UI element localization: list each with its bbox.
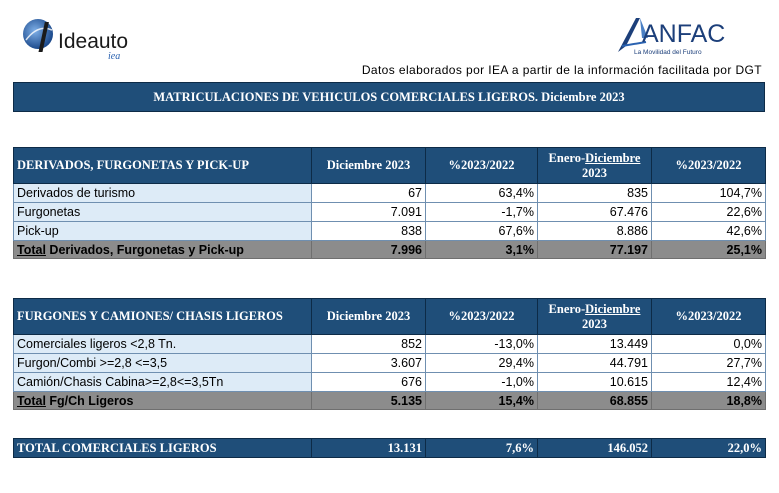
total-pct-ytd: 25,1% xyxy=(651,240,766,259)
row-month: 676 xyxy=(311,372,426,392)
table-row: Furgonetas 7.091 -1,7% 67.476 22,6% xyxy=(13,202,766,222)
grand-total-table: TOTAL COMERCIALES LIGEROS 13.131 7,6% 14… xyxy=(13,438,766,458)
row-ytd: 8.886 xyxy=(537,221,652,241)
row-month: 838 xyxy=(311,221,426,241)
col-ytd: Enero-Diciembre 2023 xyxy=(537,147,652,184)
row-ytd: 835 xyxy=(537,183,652,203)
section1-heading: DERIVADOS, FURGONETAS Y PICK-UP xyxy=(13,147,312,184)
row-month: 67 xyxy=(311,183,426,203)
left-logo-text: Ideauto xyxy=(58,30,128,53)
grand-total-pct-month: 7,6% xyxy=(425,438,538,458)
row-pct-ytd: 27,7% xyxy=(651,353,766,373)
row-pct-ytd: 22,6% xyxy=(651,202,766,222)
total-label: Total Fg/Ch Ligeros xyxy=(13,391,312,410)
row-ytd: 67.476 xyxy=(537,202,652,222)
table-row: Derivados de turismo 67 63,4% 835 104,7% xyxy=(13,183,766,203)
row-ytd: 13.449 xyxy=(537,334,652,354)
grand-total-label: TOTAL COMERCIALES LIGEROS xyxy=(13,438,312,458)
row-pct-month: 29,4% xyxy=(425,353,538,373)
row-pct-month: 67,6% xyxy=(425,221,538,241)
row-label: Furgonetas xyxy=(13,202,312,222)
total-ytd: 77.197 xyxy=(537,240,652,259)
row-month: 852 xyxy=(311,334,426,354)
total-month: 7.996 xyxy=(311,240,426,259)
table-row: Furgon/Combi >=2,8 <=3,5 3.607 29,4% 44.… xyxy=(13,353,766,373)
col-pct-ytd: %2023/2022 xyxy=(651,147,766,184)
total-label: Total Derivados, Furgonetas y Pick-up xyxy=(13,240,312,259)
table-row: Comerciales ligeros <2,8 Tn. 852 -13,0% … xyxy=(13,334,766,354)
right-logo-tagline: La Movilidad del Futuro xyxy=(634,49,702,56)
col-pct-month: %2023/2022 xyxy=(425,147,538,184)
row-month: 7.091 xyxy=(311,202,426,222)
report-title: MATRICULACIONES DE VEHICULOS COMERCIALES… xyxy=(13,82,765,112)
total-row: Total Derivados, Furgonetas y Pick-up 7.… xyxy=(13,240,766,259)
table-row: Camión/Chasis Cabina>=2,8<=3,5Tn 676 -1,… xyxy=(13,372,766,392)
row-label: Furgon/Combi >=2,8 <=3,5 xyxy=(13,353,312,373)
row-pct-ytd: 104,7% xyxy=(651,183,766,203)
row-pct-ytd: 12,4% xyxy=(651,372,766,392)
row-label: Derivados de turismo xyxy=(13,183,312,203)
grand-total-pct-ytd: 22,0% xyxy=(651,438,766,458)
table-derivados: DERIVADOS, FURGONETAS Y PICK-UP Diciembr… xyxy=(13,147,766,259)
total-pct-month: 3,1% xyxy=(425,240,538,259)
row-pct-month: 63,4% xyxy=(425,183,538,203)
row-ytd: 10.615 xyxy=(537,372,652,392)
col-pct-month: %2023/2022 xyxy=(425,298,538,335)
row-label: Camión/Chasis Cabina>=2,8<=3,5Tn xyxy=(13,372,312,392)
row-ytd: 44.791 xyxy=(537,353,652,373)
left-logo-sub: iea xyxy=(108,51,120,62)
grand-total-ytd: 146.052 xyxy=(537,438,652,458)
row-label: Comerciales ligeros <2,8 Tn. xyxy=(13,334,312,354)
source-note: Datos elaborados por IEA a partir de la … xyxy=(361,63,762,77)
col-pct-ytd: %2023/2022 xyxy=(651,298,766,335)
col-month: Diciembre 2023 xyxy=(311,147,426,184)
ideauto-logo: Ideauto iea xyxy=(23,19,128,62)
col-ytd: Enero-Diciembre 2023 xyxy=(537,298,652,335)
table-row: Pick-up 838 67,6% 8.886 42,6% xyxy=(13,221,766,241)
row-pct-ytd: 0,0% xyxy=(651,334,766,354)
grand-total-row: TOTAL COMERCIALES LIGEROS 13.131 7,6% 14… xyxy=(13,438,766,458)
right-logo-text: ANFAC xyxy=(642,20,725,48)
col-month: Diciembre 2023 xyxy=(311,298,426,335)
section2-heading: FURGONES Y CAMIONES/ CHASIS LIGEROS xyxy=(13,298,312,335)
table-furgones: FURGONES Y CAMIONES/ CHASIS LIGEROS Dici… xyxy=(13,298,766,410)
row-pct-month: -1,0% xyxy=(425,372,538,392)
row-pct-month: -1,7% xyxy=(425,202,538,222)
row-label: Pick-up xyxy=(13,221,312,241)
row-pct-month: -13,0% xyxy=(425,334,538,354)
row-month: 3.607 xyxy=(311,353,426,373)
row-pct-ytd: 42,6% xyxy=(651,221,766,241)
total-ytd: 68.855 xyxy=(537,391,652,410)
total-month: 5.135 xyxy=(311,391,426,410)
grand-total-month: 13.131 xyxy=(311,438,426,458)
total-pct-month: 15,4% xyxy=(425,391,538,410)
total-row: Total Fg/Ch Ligeros 5.135 15,4% 68.855 1… xyxy=(13,391,766,410)
total-pct-ytd: 18,8% xyxy=(651,391,766,410)
anfac-logo: ANFAC La Movilidad del Futuro xyxy=(618,18,725,56)
